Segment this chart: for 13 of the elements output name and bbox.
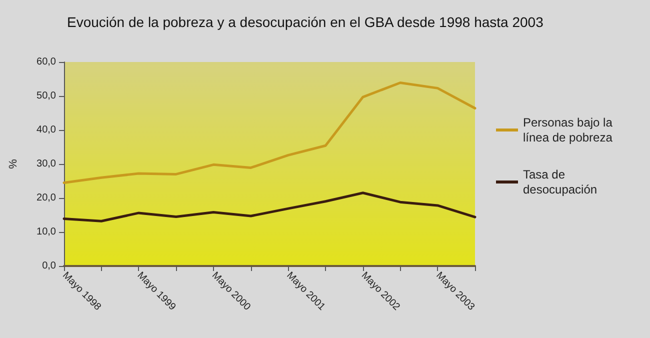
y-tick-label: 0,0 — [42, 260, 56, 272]
y-tick-label: 30,0 — [36, 158, 56, 170]
y-tick-label: 50,0 — [36, 90, 56, 102]
y-tick-label: 20,0 — [36, 192, 56, 204]
y-tick-label: 60,0 — [36, 56, 56, 68]
y-tick-label: 10,0 — [36, 226, 56, 238]
legend-label: Tasa de desocupación — [523, 168, 598, 196]
y-axis-title: % — [8, 158, 20, 169]
legend-label: Personas bajo la línea de pobreza — [523, 116, 616, 144]
line-series — [62, 192, 476, 222]
chart-title: Evoución de la pobreza y a desocupación en el GBA desde 1998 hasta 2003 — [67, 14, 544, 30]
line-series — [62, 81, 476, 184]
y-tick-label: 40,0 — [36, 124, 56, 136]
